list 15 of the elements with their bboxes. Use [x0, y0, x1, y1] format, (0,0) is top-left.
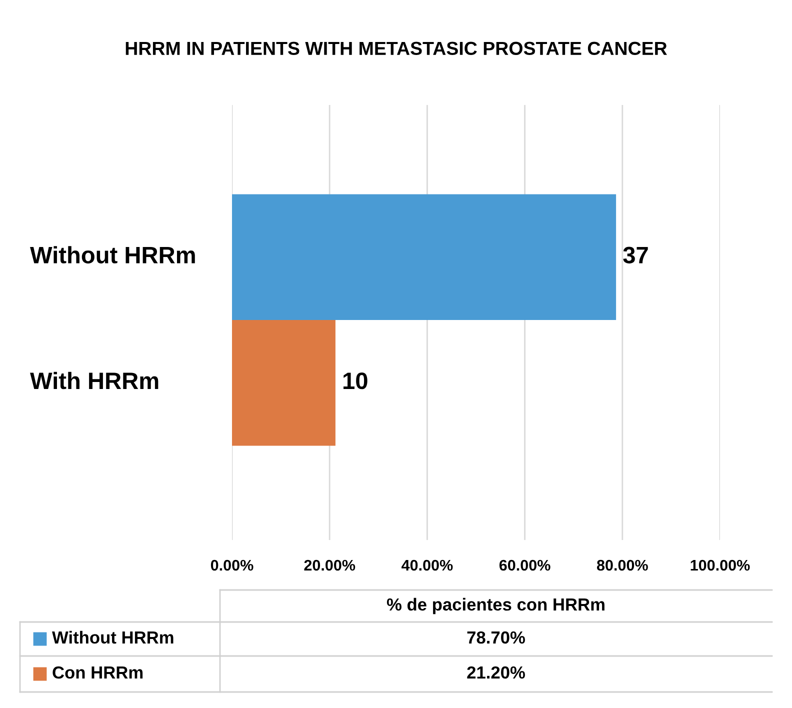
- x-tick-label: 40.00%: [402, 560, 453, 571]
- text: 21.20%: [467, 666, 525, 679]
- annotation: 10: [344, 372, 368, 390]
- text: 78.70%: [467, 631, 525, 644]
- y-tick-label: With HRRm: [30, 372, 158, 390]
- annotation: 37: [623, 246, 648, 264]
- x-tick-label: 0.00%: [210, 560, 254, 571]
- x-tick-label: 80.00%: [596, 560, 648, 571]
- x-tick-label: 100.00%: [690, 560, 750, 571]
- x-tick-label: 20.00%: [304, 560, 356, 571]
- x-tick-label: 60.00%: [499, 560, 550, 571]
- legend-label: Without HRRm: [52, 630, 174, 644]
- legend-label: Con HRRm: [52, 666, 143, 679]
- text: % de pacientes con HRRm: [386, 598, 604, 614]
- chart-title: HRRM IN PATIENTS WITH METASTASIC PROSTATE CANCER: [126, 42, 667, 56]
